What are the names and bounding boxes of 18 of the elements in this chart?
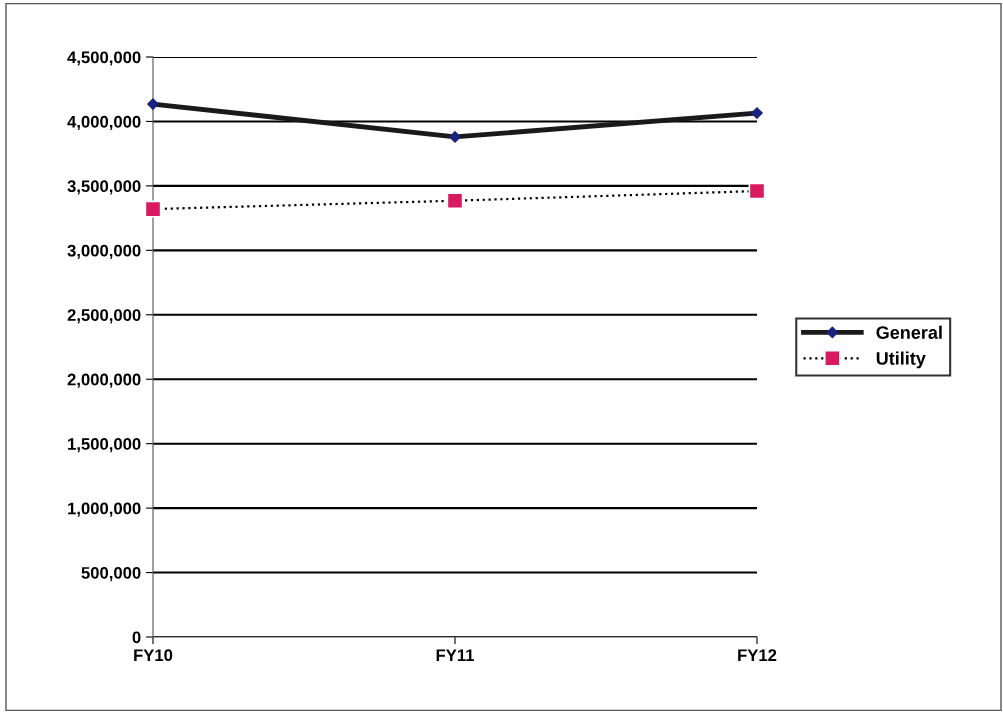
x-tick-label: FY10 xyxy=(134,649,173,662)
y-tick-label: 1,000,000 xyxy=(68,502,141,517)
y-tick-label: 0 xyxy=(132,631,141,644)
x-tick-label: FY12 xyxy=(738,649,777,661)
x-tick-label: FY11 xyxy=(436,649,474,661)
y-tick-label: 3,000,000 xyxy=(67,244,141,259)
y-tick-label: 2,500,000 xyxy=(67,309,141,324)
point xyxy=(144,200,162,218)
y-tick-label: 2,000,000 xyxy=(67,373,141,388)
point xyxy=(446,192,464,210)
y-tick-label: 4,500,000 xyxy=(67,51,141,66)
point xyxy=(748,182,766,200)
legend-label: Utility xyxy=(876,351,926,369)
y-tick-label: 1,500,000 xyxy=(68,438,141,453)
y-tick-label: 3,500,000 xyxy=(67,180,141,195)
y-tick-label: 4,000,000 xyxy=(67,115,141,131)
y-tick-label: 500,000 xyxy=(81,566,141,582)
legend-label: General xyxy=(876,325,942,339)
